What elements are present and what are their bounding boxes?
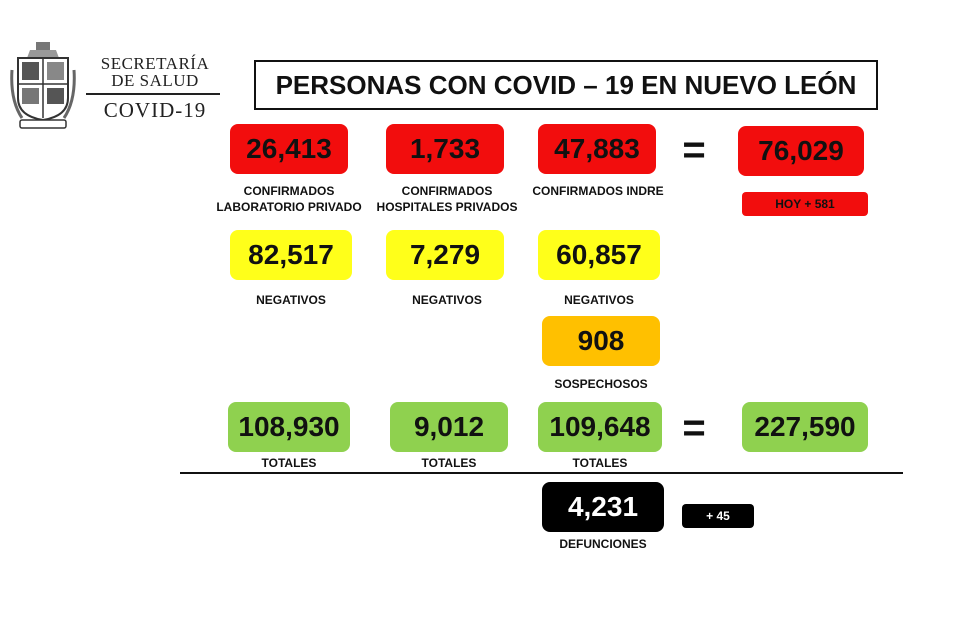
negativos-hosp-privados-value: 7,279 — [386, 230, 504, 280]
confirmados-hosp-privados-label: CONFIRMADOS HOSPITALES PRIVADOS — [364, 183, 530, 215]
brand-divider — [86, 93, 220, 95]
totales-indre-value: 109,648 — [538, 402, 662, 452]
negativos-indre-value: 60,857 — [538, 230, 660, 280]
sospechosos-value: 908 — [542, 316, 660, 366]
coat-of-arms-logo — [10, 40, 76, 132]
confirmados-lab-privado-label: CONFIRMADOS LABORATORIO PRIVADO — [206, 183, 372, 215]
confirmados-indre-value: 47,883 — [538, 124, 656, 174]
confirmados-hoy-badge: HOY + 581 — [742, 192, 868, 216]
defunciones-label: DEFUNCIONES — [559, 537, 647, 551]
defunciones-value: 4,231 — [542, 482, 664, 532]
totales-lab-privado-label: TOTALES — [261, 456, 317, 470]
negativos-hosp-privados-label: NEGATIVOS — [412, 293, 482, 307]
totales-indre-label: TOTALES — [572, 456, 628, 470]
confirmados-hosp-privados-value: 1,733 — [386, 124, 504, 174]
label-line: LABORATORIO PRIVADO — [216, 200, 362, 214]
negativos-lab-privado-value: 82,517 — [230, 230, 352, 280]
negativos-indre-label: NEGATIVOS — [564, 293, 634, 307]
totales-lab-privado-value: 108,930 — [228, 402, 350, 452]
brand-covid19: COVID-19 — [103, 98, 207, 122]
equals-sign-confirmados: = — [682, 128, 706, 172]
totales-hosp-privados-value: 9,012 — [390, 402, 508, 452]
grand-total-value: 227,590 — [742, 402, 868, 452]
label-line: HOSPITALES PRIVADOS — [376, 200, 518, 214]
equals-sign-totales: = — [682, 406, 706, 450]
defunciones-delta-badge: + 45 — [682, 504, 754, 528]
label-line: CONFIRMADOS — [243, 184, 335, 198]
label-line: CONFIRMADOS — [401, 184, 493, 198]
page-title: PERSONAS CON COVID – 19 EN NUEVO LEÓN — [254, 60, 878, 110]
divider-line — [180, 472, 903, 474]
confirmados-indre-label: CONFIRMADOS INDRE — [532, 184, 664, 198]
confirmados-total-value: 76,029 — [738, 126, 864, 176]
confirmados-lab-privado-value: 26,413 — [230, 124, 348, 174]
brand-secretaria: SECRETARÍA — [100, 54, 210, 73]
brand-de-salud: DE SALUD — [111, 71, 199, 90]
negativos-lab-privado-label: NEGATIVOS — [256, 293, 326, 307]
totales-hosp-privados-label: TOTALES — [421, 456, 477, 470]
sospechosos-label: SOSPECHOSOS — [554, 377, 648, 391]
